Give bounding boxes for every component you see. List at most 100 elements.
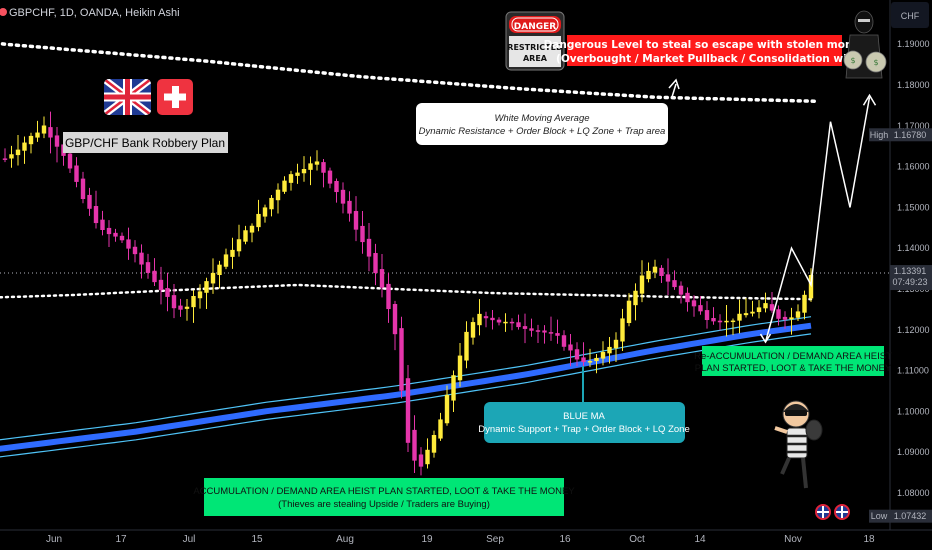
x-tick-label: 18 xyxy=(863,534,875,545)
y-tick-label: 1.15000 xyxy=(897,202,930,212)
candle-body xyxy=(425,449,430,465)
candle-body xyxy=(646,270,651,280)
blue-ma-note-line1: BLUE MA xyxy=(563,411,605,422)
candle-body xyxy=(334,181,339,193)
high-value-tag xyxy=(890,128,932,142)
candle-body xyxy=(165,288,170,297)
candle-body xyxy=(516,322,521,328)
candle-body xyxy=(626,300,632,324)
candle-body xyxy=(113,232,118,237)
svg-text:$: $ xyxy=(850,56,855,65)
candle-body xyxy=(41,125,47,134)
currency-button[interactable] xyxy=(891,2,929,28)
candle-body xyxy=(594,357,599,362)
candle-body xyxy=(535,330,541,332)
white-ma-note-box xyxy=(416,103,668,145)
candle-body xyxy=(522,326,528,329)
danger-sign-top: DANGER xyxy=(514,22,557,32)
candle-body xyxy=(750,311,755,314)
accum-note-line2: (Thieves are stealing Upside / Traders a… xyxy=(278,499,490,510)
y-tick-label: 1.12000 xyxy=(897,325,930,335)
currency-label: CHF xyxy=(901,11,920,21)
y-tick-label: 1.14000 xyxy=(897,243,930,253)
candle-body xyxy=(509,321,515,324)
candle-body xyxy=(405,378,411,443)
candle-body xyxy=(243,230,248,242)
white-moving-average xyxy=(0,283,813,301)
accum-note-box xyxy=(204,478,564,516)
candle-body xyxy=(158,279,164,291)
candle-body xyxy=(314,161,320,165)
low-tag-label: Low xyxy=(871,511,888,521)
candle-body xyxy=(782,316,788,320)
price-axis-panel[interactable] xyxy=(890,0,932,530)
candle-body xyxy=(490,317,495,321)
candle-body xyxy=(789,317,794,320)
uk-flag-icon xyxy=(104,79,151,115)
y-tick-label: 1.10000 xyxy=(897,406,930,416)
candle-body xyxy=(386,283,391,310)
projection-arrow xyxy=(862,93,877,106)
candle-body xyxy=(691,300,697,307)
candles xyxy=(2,111,814,476)
candle-body xyxy=(288,174,294,183)
candle-body xyxy=(769,304,775,311)
candle-body xyxy=(704,310,710,321)
candle-body xyxy=(353,211,359,230)
danger-note-line1: Dangerous Level to steal so escape with … xyxy=(544,39,867,51)
candle-body xyxy=(503,321,508,324)
candle-body xyxy=(399,328,404,391)
uk-badge-icon xyxy=(815,504,831,520)
candle-body xyxy=(262,207,268,217)
candle-body xyxy=(711,318,716,322)
candle-body xyxy=(366,238,372,257)
candle-body xyxy=(22,142,27,151)
candle-body xyxy=(87,194,92,209)
candle-body xyxy=(496,319,502,323)
candle-body xyxy=(529,328,534,331)
candle-body xyxy=(561,335,567,347)
candle-body xyxy=(373,253,378,274)
candle-body xyxy=(568,344,573,351)
candle-body xyxy=(28,135,34,145)
reaccum-note-line2: PLAN STARTED, LOOT & TAKE THE MONEY xyxy=(695,363,892,374)
blue-moving-average xyxy=(0,322,812,452)
candle-body xyxy=(74,165,79,182)
candle-body xyxy=(54,135,60,147)
candle-body xyxy=(444,394,450,424)
candle-body xyxy=(152,270,157,283)
y-tick-label: 1.18000 xyxy=(897,80,930,90)
candle-body xyxy=(139,252,144,265)
candle-body xyxy=(431,435,437,453)
candle-body xyxy=(737,313,742,321)
candle-body xyxy=(67,153,73,169)
candle-body xyxy=(236,239,242,252)
chart-title[interactable]: GBPCHF, 1D, OANDA, Heikin Ashi xyxy=(9,7,180,19)
projection-path xyxy=(764,97,871,343)
high-tag-label: High xyxy=(870,130,889,140)
candle-body xyxy=(145,262,151,273)
candle-body xyxy=(418,454,424,467)
candle-body xyxy=(613,339,619,349)
candle-body xyxy=(587,361,593,363)
candle-body xyxy=(100,219,105,230)
candle-body xyxy=(802,294,807,313)
white-ma-note-line2: Dynamic Resistance + Order Block + LQ Zo… xyxy=(419,126,666,137)
plan-label: GBP/CHF Bank Robbery Plan xyxy=(65,136,225,150)
candle-body xyxy=(301,169,307,174)
blue-ma-note-box xyxy=(484,402,685,443)
candle-body xyxy=(574,349,580,360)
candle-body xyxy=(548,332,554,334)
current-price-value: 1.13391 xyxy=(894,266,927,276)
candle-body xyxy=(132,246,138,255)
candle-body xyxy=(269,197,274,210)
danger-note-line2: (Overbought / Market Pullback / Consolid… xyxy=(556,53,854,65)
cyan-ma-upper xyxy=(0,316,812,441)
y-tick-label: 1.09000 xyxy=(897,447,930,457)
uk-badge-icon-2 xyxy=(834,504,850,520)
swiss-flag-icon xyxy=(157,79,193,115)
candle-body xyxy=(451,375,456,401)
pullback-arrow xyxy=(759,333,772,344)
candle-body xyxy=(581,357,586,363)
